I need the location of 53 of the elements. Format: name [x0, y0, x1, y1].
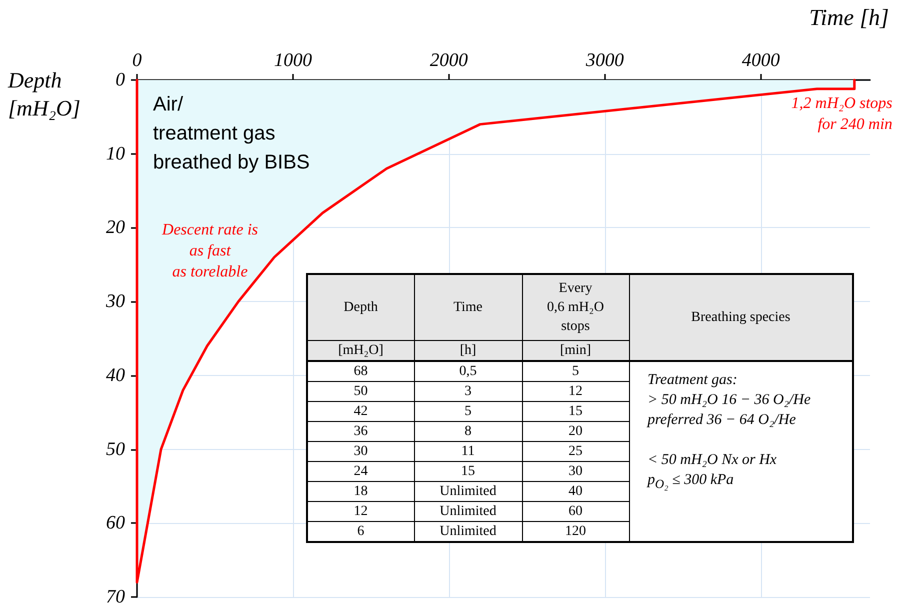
annotation: Breathing species: [629, 274, 853, 361]
annotation: 50: [307, 382, 414, 402]
annotation: 12: [522, 382, 629, 402]
annotation: Every 0,6 mH₂O stops: [522, 274, 629, 340]
annotation: [mH₂O]: [307, 340, 414, 361]
annotation: 18: [307, 482, 414, 502]
annotation: 6: [307, 522, 414, 542]
annotation: 5: [522, 361, 629, 382]
x-tick-label: 3000: [584, 50, 624, 71]
y-tick-label: 10: [106, 143, 126, 164]
annotation: Unlimited: [414, 502, 522, 522]
annotation: 0,5: [414, 361, 522, 382]
annotation: 3: [414, 382, 522, 402]
annotation: 12: [307, 502, 414, 522]
y-tick-label: 50: [106, 438, 126, 460]
annotation: 42: [307, 402, 414, 422]
annotation: Depth: [307, 274, 414, 340]
annotation: 8: [414, 422, 522, 442]
y-tick-label: 60: [106, 512, 126, 534]
x-tick-label: 4000: [742, 50, 780, 71]
x-tick-label: 0: [132, 50, 142, 71]
annotation: Air/ treatment gas breathed by BIBS: [153, 94, 310, 174]
annotation: 15: [522, 402, 629, 422]
y-tick-label: 40: [106, 364, 126, 386]
annotation: 30: [307, 442, 414, 462]
annotation: 1,2 mH₂O stops for 240 min: [791, 94, 892, 133]
x-tick-label: 2000: [430, 50, 468, 71]
annotation: 24: [307, 462, 414, 482]
annotation: 60: [522, 502, 629, 522]
y-tick-label: 30: [105, 291, 126, 312]
annotation: Unlimited: [414, 482, 522, 502]
annotation: 68: [307, 361, 414, 382]
annotation: 40: [522, 482, 629, 502]
annotation: [h]: [414, 340, 522, 361]
y-tick-label: 70: [106, 586, 126, 608]
annotation: 20: [522, 422, 629, 442]
x-tick-label: 1000: [274, 50, 312, 71]
annotation: 36: [307, 422, 414, 442]
annotation: 25: [522, 442, 629, 462]
annotation: Descent rate is as fast as torelable: [161, 222, 258, 281]
y-tick-label: 20: [106, 217, 126, 238]
x-axis-title: Time [h]: [809, 5, 890, 30]
y-axis-title: Depth [mH₂O]: [7, 68, 80, 120]
annotation: [min]: [522, 340, 629, 361]
annotation: Time: [414, 274, 522, 340]
annotation: 120: [522, 522, 629, 542]
text: Treatment gas: > 50 mH₂O 16 − 36 O₂/He preferred 36 − 64 O₂/He < 50 mH₂O Nx or Hx p$_{O₂}$ ≤ 300 kPa: [648, 372, 811, 491]
annotation: 15: [414, 462, 522, 482]
annotation: Unlimited: [414, 522, 522, 542]
annotation: 30: [522, 462, 629, 482]
y-tick-label: 0: [116, 70, 126, 90]
annotation: 11: [414, 442, 522, 462]
annotation: 5: [414, 402, 522, 422]
